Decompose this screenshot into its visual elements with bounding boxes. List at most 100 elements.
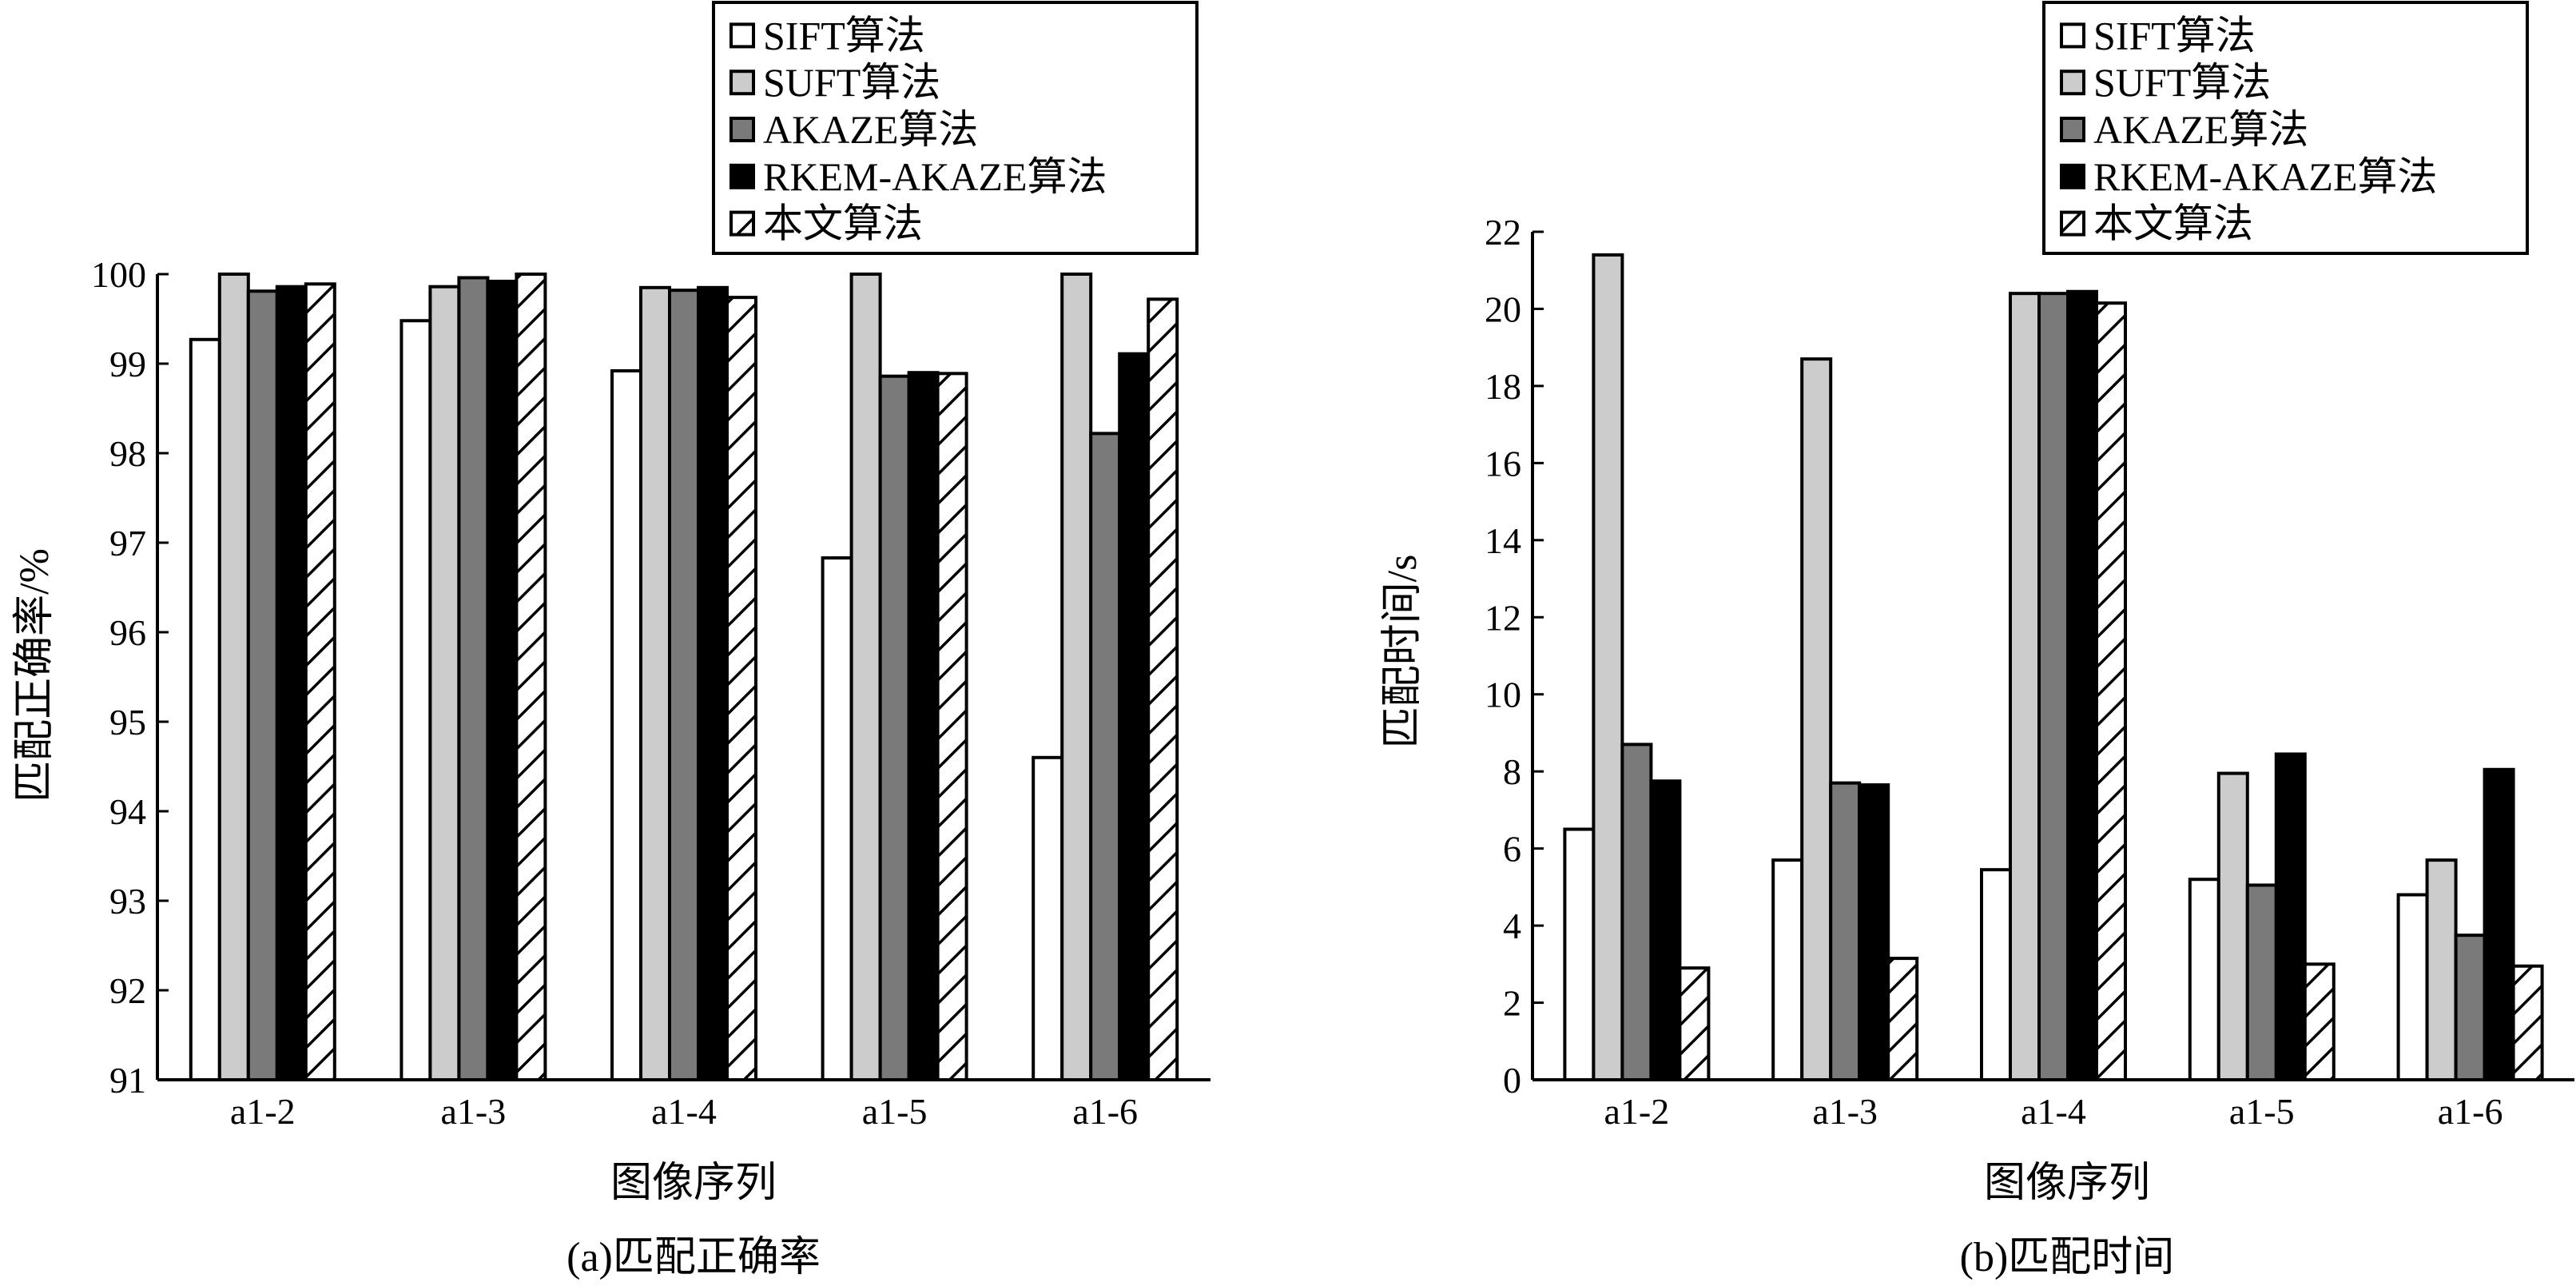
bar-a1-2-series-1 (189, 337, 221, 1081)
x-tick-label: a1-2 (1604, 1091, 1670, 1132)
bar-a1-5-series-1 (821, 556, 853, 1081)
x-tick-label: a1-3 (441, 1091, 507, 1132)
y-axis-title: 匹配正确率/% (12, 548, 58, 802)
bar-a1-3-series-2 (428, 285, 461, 1081)
bar-a1-5-series-3 (2245, 883, 2278, 1081)
bar-a1-6-series-2 (2425, 858, 2458, 1081)
x-tick-label: a1-5 (862, 1091, 928, 1132)
panel-caption: (a)匹配正确率 (566, 1235, 821, 1280)
bar-a1-2-series-5 (304, 282, 336, 1081)
x-tick-label: a1-6 (2438, 1091, 2503, 1132)
bar-a1-2-series-3 (1620, 743, 1653, 1081)
y-tick-label: 91 (109, 1060, 146, 1101)
y-tick-label: 18 (1485, 366, 1521, 407)
y-tick-label: 100 (91, 254, 146, 295)
x-axis-title: 图像序列 (1984, 1161, 2150, 1206)
y-tick-label: 93 (109, 881, 146, 922)
bar-a1-2-series-1 (1563, 827, 1596, 1081)
bar-a1-2-series-3 (246, 289, 279, 1081)
y-tick-label: 96 (109, 612, 146, 653)
legend-label-2: SUFT算法 (2093, 60, 2271, 105)
legend-label-5: 本文算法 (763, 201, 923, 246)
y-tick-label: 12 (1485, 597, 1521, 638)
legend-box (2042, 1, 2529, 255)
bar-a1-5-series-4 (907, 371, 940, 1081)
bar-a1-6-series-2 (1060, 273, 1093, 1081)
bar-a1-4-series-4 (2066, 289, 2098, 1081)
legend-swatch-5 (2060, 210, 2085, 237)
x-tick-label: a1-4 (651, 1091, 717, 1132)
bar-a1-5-series-2 (849, 273, 882, 1081)
y-tick-label: 4 (1503, 906, 1521, 946)
bar-a1-3-series-3 (457, 276, 490, 1082)
bar-a1-2-series-2 (217, 273, 250, 1081)
x-tick-label: a1-5 (2229, 1091, 2295, 1132)
legend-swatch-2 (2060, 70, 2085, 96)
bar-a1-4-series-4 (697, 285, 729, 1081)
x-axis-title: 图像序列 (610, 1161, 777, 1206)
bar-a1-6-series-5 (2511, 964, 2544, 1081)
bar-a1-3-series-5 (1886, 957, 1919, 1082)
legend-label-5: 本文算法 (2093, 201, 2253, 246)
legend-swatch-3 (729, 117, 755, 142)
bar-a1-6-series-5 (1147, 297, 1179, 1081)
bar-a1-2-series-2 (1592, 253, 1624, 1081)
bar-a1-6-series-3 (2454, 934, 2487, 1081)
legend-label-3: AKAZE算法 (763, 107, 978, 152)
legend-swatch-1 (729, 22, 755, 49)
bar-a1-3-series-2 (1800, 357, 1833, 1081)
y-tick-label: 98 (109, 433, 146, 474)
legend-label-4: RKEM-AKAZE算法 (2093, 154, 2438, 199)
bar-a1-6-series-3 (1089, 432, 1122, 1081)
time-chart-panel: a1-2 a1-3 a1-4 a1-5 a1-60246810121416182022 … (1380, 1, 2574, 1280)
bar-a1-4-series-5 (725, 296, 757, 1081)
bar-a1-6-series-1 (1032, 755, 1064, 1081)
bar-a1-4-series-2 (639, 285, 671, 1081)
legend-swatch-2 (729, 70, 755, 96)
bar-a1-5-series-5 (2303, 962, 2335, 1082)
legend-label-1: SIFT算法 (763, 13, 925, 58)
y-axis-title: 匹配时间/s (1380, 555, 1425, 749)
bar-a1-6-series-4 (1118, 352, 1151, 1081)
y-tick-label: 95 (109, 702, 146, 743)
x-tick-label: a1-4 (2021, 1091, 2086, 1132)
y-tick-label: 0 (1503, 1060, 1521, 1101)
y-tick-label: 92 (109, 970, 146, 1011)
y-tick-label: 22 (1485, 212, 1521, 253)
bar-a1-4-series-2 (2009, 292, 2041, 1081)
bar-a1-5-series-1 (2188, 878, 2220, 1081)
y-tick-label: 16 (1485, 443, 1521, 484)
bar-a1-2-series-5 (1678, 966, 1711, 1081)
accuracy-chart-panel: a1-2 a1-3 a1-4 a1-5 a1-6 91 92 93 94 95 96 97 98 99 10… (12, 1, 1210, 1280)
y-tick-label: 14 (1485, 520, 1521, 561)
legend-swatch-4 (2060, 163, 2085, 189)
bar-a1-3-series-5 (515, 273, 547, 1081)
y-tick-label: 99 (109, 344, 146, 384)
bar-a1-4-series-3 (2037, 292, 2069, 1081)
legend-label-2: SUFT算法 (763, 60, 940, 105)
x-tick-label: a1-6 (1072, 1091, 1138, 1132)
y-tick-label: 97 (109, 523, 146, 563)
bar-a1-2-series-4 (275, 285, 308, 1081)
x-tick-label: a1-3 (1812, 1091, 1878, 1132)
y-tick-label: 2 (1503, 983, 1521, 1024)
bar-a1-5-series-3 (878, 374, 911, 1081)
bar-a1-2-series-4 (1649, 779, 1682, 1081)
legend-swatch-4 (729, 163, 755, 189)
legend-label-1: SIFT算法 (2093, 13, 2256, 58)
y-tick-label: 6 (1503, 829, 1521, 870)
legend-swatch-3 (2060, 117, 2085, 142)
legend-swatch-1 (2060, 22, 2085, 49)
x-tick-label: a1-2 (230, 1091, 296, 1132)
legend-label-4: RKEM-AKAZE算法 (763, 154, 1107, 199)
bar-a1-3-series-3 (1829, 781, 1862, 1082)
bar-a1-6-series-1 (2396, 893, 2429, 1081)
legend-box (712, 1, 1199, 255)
bar-a1-4-series-3 (668, 289, 700, 1082)
bar-a1-3-series-1 (1771, 858, 1804, 1081)
bar-a1-6-series-4 (2483, 767, 2515, 1081)
bar-a1-5-series-5 (936, 372, 968, 1081)
